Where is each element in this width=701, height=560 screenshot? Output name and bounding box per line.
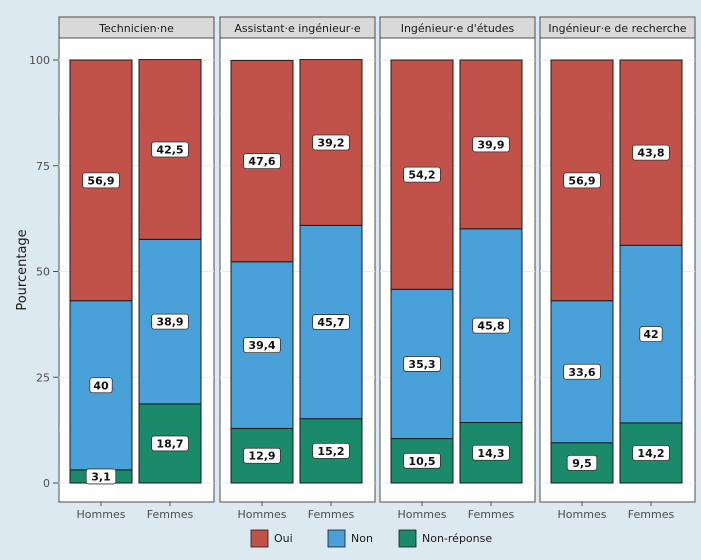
value-label-box: [472, 136, 510, 153]
facet-panel: Ingénieur·e de recherche 9,5 33,6 56,9 Homme…: [539, 16, 696, 521]
facet-panels: Technicien·ne 3,1 40 56,9 Hommes 18,7 38,9 42,5…: [58, 16, 696, 521]
value-label-box: [89, 377, 113, 394]
value-label: 35,3: [408, 358, 435, 371]
value-label: 40: [93, 379, 109, 392]
value-label-box: [403, 452, 441, 469]
legend-swatch: [398, 529, 417, 548]
value-label: 56,9: [87, 174, 114, 187]
y-axis-title: Pourcentage: [15, 229, 30, 310]
x-tick-label: Femmes: [147, 508, 194, 521]
y-tick-label: 50: [36, 266, 50, 279]
value-label: 14,2: [637, 447, 664, 460]
x-tick-label: Hommes: [398, 508, 447, 521]
value-label-box: [563, 172, 601, 189]
value-label-box: [243, 153, 281, 169]
value-label: 38,9: [156, 316, 183, 329]
value-label: 14,3: [477, 447, 504, 460]
value-label-box: [403, 356, 441, 372]
value-label: 56,9: [568, 174, 595, 187]
value-label-box: [312, 314, 350, 330]
facet-title: Assistant·e ingénieur·e: [234, 22, 360, 35]
value-label-box: [85, 468, 117, 485]
value-label-box: [151, 141, 189, 158]
value-label-box: [632, 144, 670, 161]
facet-title: Ingénieur·e d'études: [401, 22, 515, 35]
y-tick-label: 0: [43, 477, 50, 490]
value-label: 45,7: [317, 316, 344, 329]
legend-label: Non: [351, 532, 373, 545]
facet-title: Technicien·ne: [98, 22, 174, 35]
value-label: 39,4: [248, 339, 275, 352]
value-label: 54,2: [408, 169, 435, 182]
x-tick-label: Hommes: [77, 508, 126, 521]
legend-swatch: [327, 529, 346, 548]
value-label-box: [563, 363, 601, 380]
x-tick-label: Hommes: [558, 508, 607, 521]
value-label: 39,2: [317, 136, 344, 149]
x-tick-label: Femmes: [628, 508, 675, 521]
value-label-box: [472, 317, 510, 334]
x-tick-label: Femmes: [308, 508, 355, 521]
value-label: 15,2: [317, 445, 344, 458]
value-label-box: [151, 435, 189, 452]
legend: Oui Non Non-réponse: [250, 529, 492, 548]
value-label: 3,1: [91, 470, 111, 483]
y-axis: 0 25 50 75 100: [29, 54, 58, 490]
value-label-box: [639, 326, 663, 343]
x-tick-label: Femmes: [468, 508, 515, 521]
value-label: 45,8: [477, 320, 504, 333]
y-tick-label: 75: [36, 160, 50, 173]
value-label: 39,9: [477, 138, 504, 151]
value-label: 18,7: [156, 437, 183, 450]
x-tick-label: Hommes: [238, 508, 287, 521]
value-label-box: [243, 337, 281, 354]
value-label-box: [566, 455, 598, 471]
value-label: 12,9: [248, 450, 275, 463]
value-label: 9,5: [572, 457, 592, 470]
value-label-box: [632, 445, 670, 461]
bar-segment: [299, 418, 363, 484]
value-label-box: [243, 447, 281, 464]
value-label: 43,8: [637, 147, 664, 160]
value-label-box: [312, 442, 350, 459]
value-label-box: [151, 313, 189, 330]
value-label: 42: [643, 328, 658, 341]
facet-panel: Ingénieur·e d'études 10,5 35,3 54,2 Hommes 14…: [379, 16, 536, 521]
y-tick-label: 100: [29, 54, 50, 67]
legend-label: Non-réponse: [422, 532, 492, 545]
value-label: 47,6: [248, 155, 275, 168]
facet-title: Ingénieur·e de recherche: [548, 22, 686, 35]
value-label: 42,5: [156, 143, 183, 156]
facet-panel: Assistant·e ingénieur·e 12,9 39,4 47,6 Homme…: [219, 16, 376, 521]
value-label-box: [82, 172, 120, 189]
value-label-box: [312, 134, 350, 151]
legend-swatch: [250, 529, 269, 548]
value-label-box: [403, 166, 441, 183]
value-label-box: [472, 444, 510, 461]
facet-panel: Technicien·ne 3,1 40 56,9 Hommes 18,7 38,9 42,5…: [58, 16, 215, 521]
value-label: 10,5: [408, 455, 435, 468]
value-label: 33,6: [568, 366, 595, 379]
legend-label: Oui: [274, 532, 293, 545]
y-tick-label: 25: [36, 371, 50, 384]
